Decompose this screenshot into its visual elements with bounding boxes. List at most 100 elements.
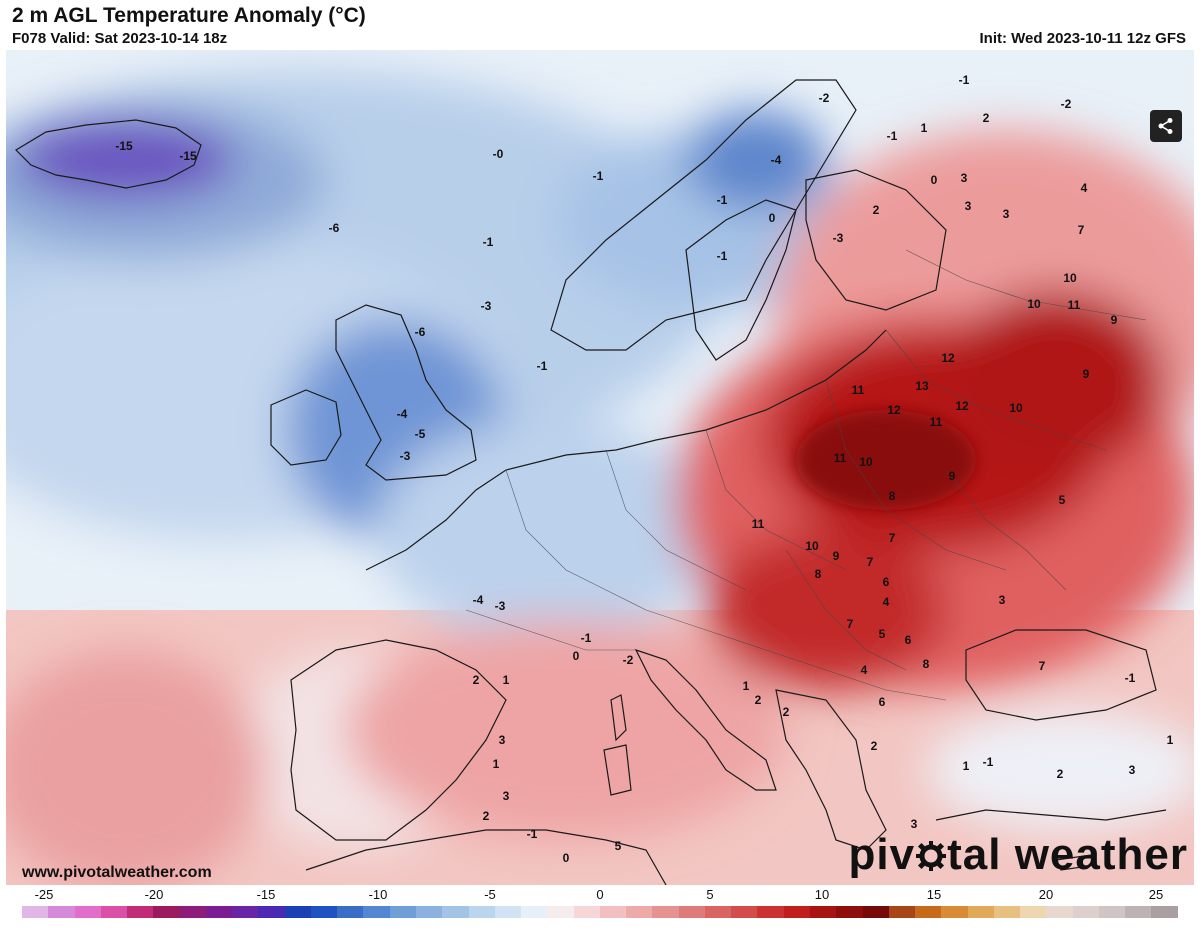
colorbar-swatch bbox=[1020, 906, 1047, 918]
contour-value-label: 10 bbox=[1009, 401, 1023, 415]
contour-value-label: -3 bbox=[480, 299, 492, 313]
contour-value-label: 12 bbox=[955, 399, 969, 413]
contour-value-label: -6 bbox=[414, 325, 426, 339]
colorbar-swatch bbox=[232, 906, 259, 918]
contour-value-label: -3 bbox=[399, 449, 411, 463]
brand-text-right: tal weather bbox=[947, 830, 1188, 879]
contour-value-label: 0 bbox=[572, 649, 580, 663]
colorbar-swatch bbox=[757, 906, 784, 918]
contour-value-label: 2 bbox=[482, 809, 490, 823]
contour-value-label: -3 bbox=[494, 599, 506, 613]
contour-value-label: -1 bbox=[536, 359, 548, 373]
colorbar-swatch bbox=[153, 906, 180, 918]
contour-value-label: -15 bbox=[179, 149, 197, 163]
contour-value-label: 7 bbox=[1077, 223, 1085, 237]
contour-value-label: -5 bbox=[414, 427, 426, 441]
contour-value-label: 10 bbox=[859, 455, 873, 469]
colorbar-swatch bbox=[127, 906, 154, 918]
contour-value-label: 5 bbox=[878, 627, 886, 641]
contour-value-label: 7 bbox=[846, 617, 854, 631]
contour-value-label: 3 bbox=[998, 593, 1006, 607]
colorbar-swatch bbox=[967, 906, 994, 918]
contour-value-label: 2 bbox=[472, 673, 480, 687]
colorbar-tick-label: -10 bbox=[368, 887, 388, 902]
contour-value-label: 2 bbox=[754, 693, 762, 707]
contour-value-label: 9 bbox=[1082, 367, 1090, 381]
contour-value-label: -2 bbox=[622, 653, 634, 667]
colorbar-swatch bbox=[363, 906, 390, 918]
colorbar-swatch bbox=[809, 906, 837, 918]
contour-value-label: 11 bbox=[929, 415, 943, 429]
brand-logo: piv tal weather bbox=[849, 830, 1188, 880]
colorbar-swatch bbox=[48, 906, 75, 918]
contour-value-label: -4 bbox=[770, 153, 782, 167]
contour-value-label: 2 bbox=[782, 705, 790, 719]
contour-value-label: -1 bbox=[592, 169, 604, 183]
colorbar-tick-label: 20 bbox=[1038, 887, 1054, 902]
contour-value-label: 5 bbox=[614, 839, 622, 853]
colorbar-swatch bbox=[547, 906, 574, 918]
contour-value-label: 3 bbox=[960, 171, 968, 185]
contour-value-label: 2 bbox=[872, 203, 880, 217]
share-button[interactable] bbox=[1150, 110, 1182, 142]
colorbar-tick-label: 5 bbox=[706, 887, 714, 902]
temperature-anomaly-map[interactable]: -15 -15 -0 -1 -1 -3 -1 -6 -6 -4 -5 -3 -1 -2 -4 -1 -2 -1 0-… bbox=[6, 50, 1194, 885]
contour-value-label: -1 bbox=[1124, 671, 1136, 685]
contour-value-label: 6 bbox=[882, 575, 890, 589]
contour-value-label: -1 bbox=[982, 755, 994, 769]
colorbar-swatch bbox=[310, 906, 338, 918]
contour-value-label: -0 bbox=[492, 147, 504, 161]
gear-icon bbox=[915, 830, 947, 880]
contour-value-label: 2 bbox=[1056, 767, 1064, 781]
map-title: 2 m AGL Temperature Anomaly (°C) bbox=[12, 4, 366, 27]
colorbar-swatch bbox=[888, 906, 916, 918]
contour-value-label: 4 bbox=[860, 663, 868, 677]
contour-value-label: -1 bbox=[526, 827, 538, 841]
colorbar-swatch bbox=[1046, 906, 1073, 918]
colorbar-swatch bbox=[22, 906, 49, 918]
colorbar-tick-label: 25 bbox=[1148, 887, 1164, 902]
contour-value-label: -4 bbox=[396, 407, 408, 421]
colorbar-tick-label: -15 bbox=[256, 887, 276, 902]
colorbar-tick-label: 10 bbox=[814, 887, 830, 902]
contour-value-label: 3 bbox=[910, 817, 918, 831]
colorbar-swatch bbox=[783, 906, 810, 918]
contour-value-label: 0 bbox=[930, 173, 938, 187]
contour-value-label: -1 bbox=[482, 235, 494, 249]
map-canvas bbox=[6, 50, 1194, 885]
contour-value-label: 3 bbox=[1128, 763, 1136, 777]
contour-value-label: 0 bbox=[562, 851, 570, 865]
website-url[interactable]: www.pivotalweather.com bbox=[22, 864, 212, 881]
colorbar-swatch bbox=[1125, 906, 1152, 918]
colorbar-swatch bbox=[915, 906, 942, 918]
colorbar-swatch bbox=[258, 906, 285, 918]
contour-value-label: 3 bbox=[502, 789, 510, 803]
contour-value-label: 8 bbox=[922, 657, 930, 671]
colorbar-swatch bbox=[1151, 906, 1178, 918]
colorbar-tick-label: -5 bbox=[484, 887, 496, 902]
contour-value-label: 3 bbox=[498, 733, 506, 747]
country-borders bbox=[465, 249, 1147, 701]
colorbar-swatch bbox=[337, 906, 364, 918]
contour-value-label: 9 bbox=[832, 549, 840, 563]
contour-value-label: 2 bbox=[982, 111, 990, 125]
contour-value-label: 12 bbox=[941, 351, 955, 365]
contour-value-label: 1 bbox=[962, 759, 970, 773]
brand-text-left: piv bbox=[848, 830, 916, 879]
contour-value-label: 1 bbox=[742, 679, 750, 693]
contour-value-label: 0 bbox=[768, 211, 776, 225]
contour-value-label: 11 bbox=[751, 517, 765, 531]
colorbar-swatch bbox=[993, 906, 1021, 918]
coastlines bbox=[15, 79, 1167, 885]
contour-value-label: 9 bbox=[1110, 313, 1118, 327]
colorbar-labels: -25 -20 -15 -10 -5 0 5 10 15 20 25 bbox=[22, 887, 1178, 903]
contour-value-label: 7 bbox=[1038, 659, 1046, 673]
colorbar-swatch bbox=[599, 906, 627, 918]
contour-value-label: 1 bbox=[502, 673, 510, 687]
colorbar-swatch bbox=[415, 906, 443, 918]
colorbar-swatch bbox=[652, 906, 679, 918]
colorbar-tick-label: 0 bbox=[596, 887, 604, 902]
colorbar-swatch bbox=[468, 906, 495, 918]
colorbar-swatch bbox=[205, 906, 233, 918]
contour-value-label: 6 bbox=[904, 633, 912, 647]
